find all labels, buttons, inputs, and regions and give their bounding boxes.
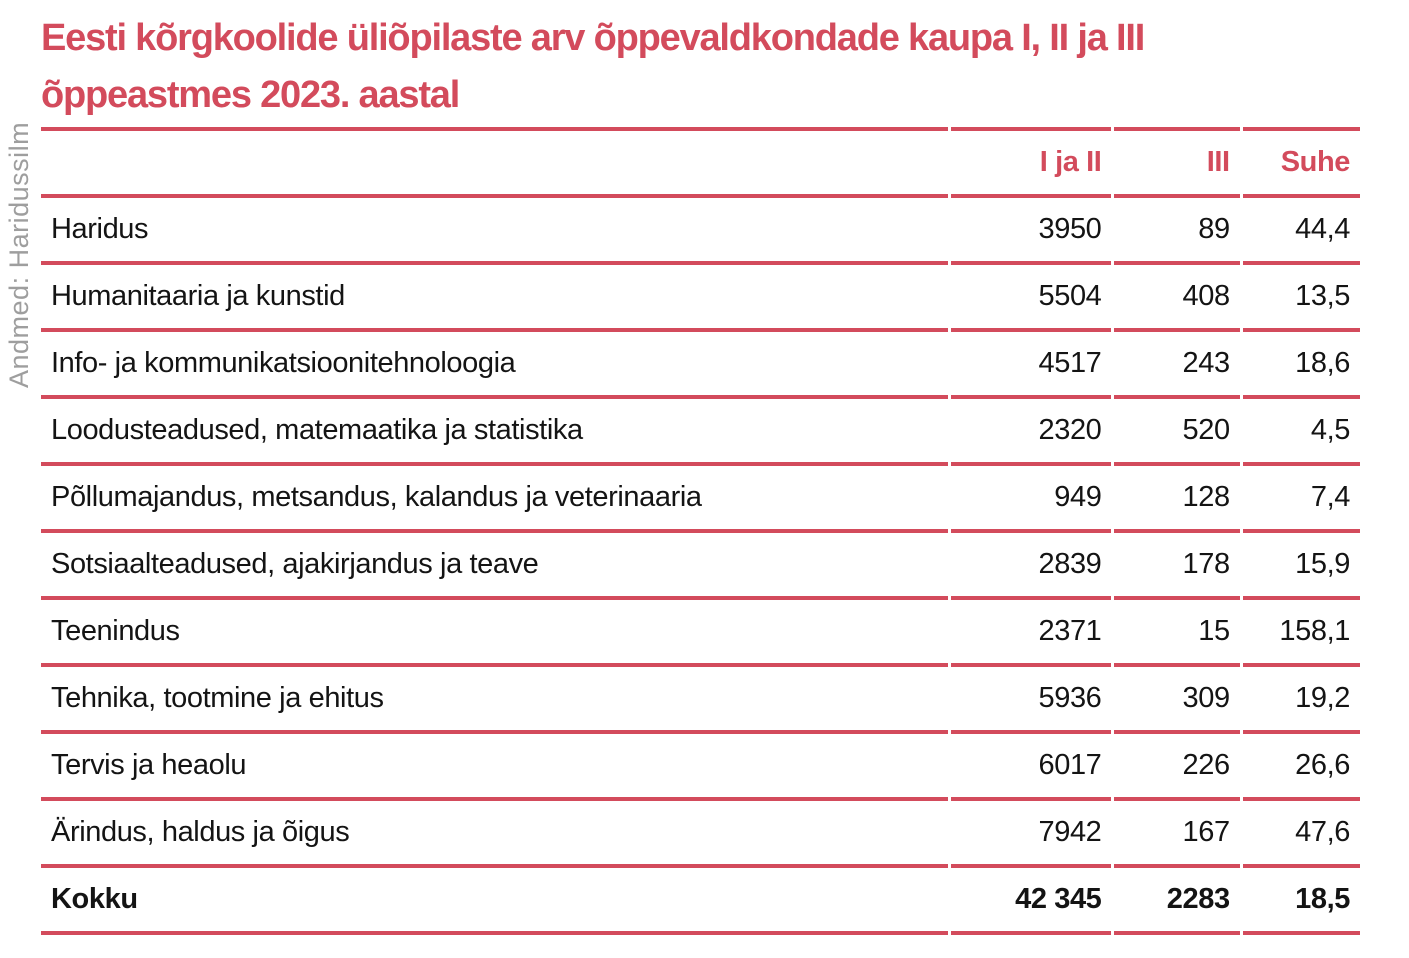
value-iii: 520 [1114, 399, 1240, 466]
value-suhe: 15,9 [1242, 533, 1360, 600]
total-iii: 2283 [1114, 868, 1240, 935]
row-label: Ärindus, haldus ja õigus [41, 801, 949, 868]
value-i-ja-ii: 2371 [951, 600, 1112, 667]
value-suhe: 44,4 [1242, 198, 1360, 265]
total-i-ja-ii: 42 345 [951, 868, 1112, 935]
value-i-ja-ii: 6017 [951, 734, 1112, 801]
value-iii: 128 [1114, 466, 1240, 533]
value-suhe: 47,6 [1242, 801, 1360, 868]
value-iii: 309 [1114, 667, 1240, 734]
row-label: Tehnika, tootmine ja ehitus [41, 667, 949, 734]
value-suhe: 4,5 [1242, 399, 1360, 466]
table-row: Sotsiaalteadused, ajakirjandus ja teave … [41, 533, 1360, 600]
total-suhe: 18,5 [1242, 868, 1360, 935]
value-suhe: 19,2 [1242, 667, 1360, 734]
row-label: Haridus [41, 198, 949, 265]
row-label: Teenindus [41, 600, 949, 667]
value-suhe: 13,5 [1242, 265, 1360, 332]
title-line-1: Eesti kõrgkoolide üliõpilaste arv õppeva… [41, 17, 1145, 59]
data-source-credit: Andmed: Haridussilm [4, 121, 34, 388]
value-iii: 167 [1114, 801, 1240, 868]
total-row: Kokku 42 345 2283 18,5 [41, 868, 1360, 935]
row-label: Loodusteadused, matemaatika ja statistik… [41, 399, 949, 466]
table-row: Tehnika, tootmine ja ehitus 5936 309 19,… [41, 667, 1360, 734]
total-label: Kokku [41, 868, 949, 935]
value-i-ja-ii: 7942 [951, 801, 1112, 868]
title-line-2: õppeastmes 2023. aastal [41, 74, 460, 116]
value-i-ja-ii: 4517 [951, 332, 1112, 399]
header-row: I ja II III Suhe [41, 127, 1360, 198]
value-i-ja-ii: 949 [951, 466, 1112, 533]
value-i-ja-ii: 2320 [951, 399, 1112, 466]
row-label: Põllumajandus, metsandus, kalandus ja ve… [41, 466, 949, 533]
value-iii: 15 [1114, 600, 1240, 667]
value-suhe: 158,1 [1242, 600, 1360, 667]
table-row: Humanitaaria ja kunstid 5504 408 13,5 [41, 265, 1360, 332]
value-suhe: 18,6 [1242, 332, 1360, 399]
value-iii: 226 [1114, 734, 1240, 801]
row-label: Tervis ja heaolu [41, 734, 949, 801]
value-iii: 89 [1114, 198, 1240, 265]
value-iii: 408 [1114, 265, 1240, 332]
value-i-ja-ii: 5936 [951, 667, 1112, 734]
header-suhe: Suhe [1242, 127, 1360, 198]
value-suhe: 26,6 [1242, 734, 1360, 801]
value-iii: 243 [1114, 332, 1240, 399]
table-row: Info- ja kommunikatsioonitehnoloogia 451… [41, 332, 1360, 399]
header-field-empty [41, 127, 949, 198]
table-row: Ärindus, haldus ja õigus 7942 167 47,6 [41, 801, 1360, 868]
page-title: Eesti kõrgkoolide üliõpilaste arv õppeva… [41, 10, 1145, 124]
header-i-ja-ii: I ja II [951, 127, 1112, 198]
table-row: Tervis ja heaolu 6017 226 26,6 [41, 734, 1360, 801]
row-label: Info- ja kommunikatsioonitehnoloogia [41, 332, 949, 399]
row-label: Humanitaaria ja kunstid [41, 265, 949, 332]
value-i-ja-ii: 5504 [951, 265, 1112, 332]
students-by-field-table: I ja II III Suhe Haridus 3950 89 44,4 Hu… [38, 127, 1363, 935]
value-iii: 178 [1114, 533, 1240, 600]
value-i-ja-ii: 3950 [951, 198, 1112, 265]
value-i-ja-ii: 2839 [951, 533, 1112, 600]
table-row: Teenindus 2371 15 158,1 [41, 600, 1360, 667]
table-row: Loodusteadused, matemaatika ja statistik… [41, 399, 1360, 466]
row-label: Sotsiaalteadused, ajakirjandus ja teave [41, 533, 949, 600]
table-row: Põllumajandus, metsandus, kalandus ja ve… [41, 466, 1360, 533]
header-iii: III [1114, 127, 1240, 198]
value-suhe: 7,4 [1242, 466, 1360, 533]
table-row: Haridus 3950 89 44,4 [41, 198, 1360, 265]
